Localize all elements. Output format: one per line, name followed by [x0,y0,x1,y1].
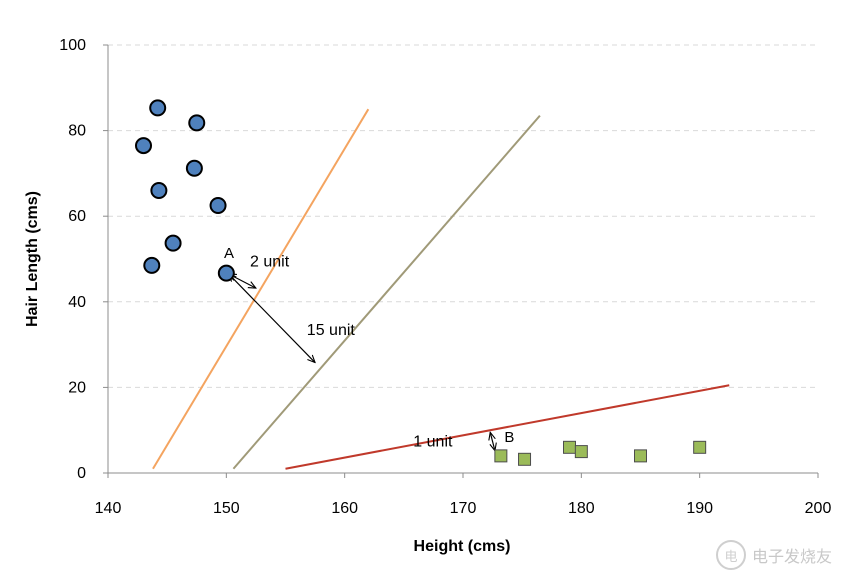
circle-point-3 [135,137,152,155]
square-point-3 [563,440,576,454]
annotation-3: 2 unit [250,254,290,271]
y-axis-title: Hair Length (cms) [24,191,41,327]
data-points [135,99,707,466]
circle-point-9 [217,264,235,282]
circle-point-5 [150,182,168,200]
labels: A B 2 unit 15 unit 1 unit [224,245,514,450]
circle-point-1 [149,99,167,117]
square-point-4 [574,445,588,459]
x-axis-title: Height (cms) [414,538,511,555]
separator-line-1 [152,108,370,470]
watermark-text: 电子发烧友 [751,547,832,566]
square-point-1 [494,449,508,463]
square-point-2 [518,452,532,466]
x-tick-label-160: 160 [331,500,358,517]
x-tick-label-180: 180 [568,500,595,517]
y-tick-label-40: 40 [68,294,86,311]
x-tick-label-200: 200 [805,500,832,517]
annotation-1: A [224,245,234,262]
gridlines [108,44,818,388]
circle-point-4 [185,159,203,177]
separator-line-2 [232,114,541,470]
x-tick-label-190: 190 [686,500,713,517]
circle-point-8 [143,256,161,274]
separator-lines [152,108,730,470]
square-point-5 [634,449,647,463]
x-tick-label-140: 140 [95,500,122,517]
annotation-2: B [504,429,514,446]
distance-arrows [229,274,495,451]
y-tick-label-80: 80 [68,123,86,140]
axes: 0 20 40 60 80 100 140 150 160 170 180 190 200 [59,37,831,517]
separator-line-3 [285,384,730,470]
x-tick-label-150: 150 [213,500,240,517]
circle-point-7 [164,234,182,252]
x-tick-label-170: 170 [450,500,477,517]
watermark-logo-icon: 电 [715,540,746,570]
distance-arrow-3 [490,432,495,450]
y-tick-label-20: 20 [68,379,86,396]
circle-point-6 [209,197,227,214]
annotation-4: 15 unit [307,322,356,339]
y-tick-label-60: 60 [68,208,86,225]
watermark: 电 电子发烧友 [715,540,832,570]
square-point-6 [693,440,707,454]
y-tick-label-0: 0 [77,465,86,482]
annotation-5: 1 unit [413,433,453,450]
y-tick-label-100: 100 [59,37,86,54]
circle-point-2 [188,114,206,132]
distance-arrow-2 [229,274,315,363]
